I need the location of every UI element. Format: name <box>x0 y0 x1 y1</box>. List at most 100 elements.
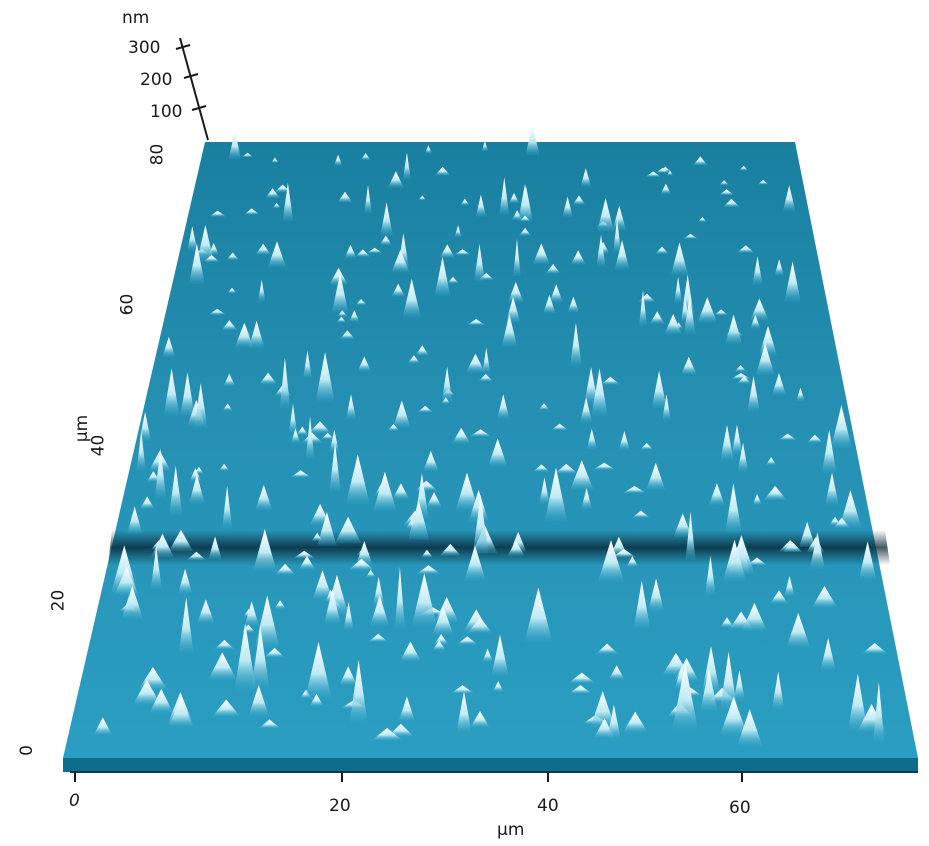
surface-peak <box>719 696 748 737</box>
surface-peak <box>267 241 287 268</box>
surface-peak <box>752 256 763 285</box>
surface-peak <box>244 601 259 627</box>
surface-peak <box>660 183 672 195</box>
surface-peak <box>774 259 784 276</box>
surface-peak <box>722 198 740 208</box>
surface-peak <box>222 485 233 529</box>
surface-peak <box>821 429 837 474</box>
surface-peak <box>720 425 734 461</box>
surface-peak <box>339 666 358 686</box>
x-tick-0: 0 <box>69 791 80 811</box>
surface-peak <box>730 373 752 380</box>
surface-peak <box>255 243 271 255</box>
surface-peak <box>784 261 801 302</box>
surface-peak <box>763 485 787 501</box>
surface-peak <box>337 310 348 317</box>
surface-peak <box>722 539 747 582</box>
surface-peak <box>222 403 233 411</box>
surface-peak <box>329 268 349 285</box>
surface-peak <box>640 443 654 450</box>
surface-peak <box>597 198 614 232</box>
surface-peak <box>737 442 749 472</box>
surface-peak <box>321 432 335 440</box>
surface-peak <box>525 125 540 156</box>
surface-peak <box>517 184 533 222</box>
surface-peak <box>809 532 825 570</box>
surface-peak <box>139 496 155 509</box>
surface-peak <box>839 490 862 528</box>
surface-peak <box>432 606 454 636</box>
surface-peak <box>782 541 802 552</box>
surface-peak <box>456 636 478 645</box>
surface-peak <box>466 353 485 373</box>
surface-peak <box>736 245 755 253</box>
surface-peak <box>196 224 214 262</box>
surface-peak <box>464 545 486 581</box>
surface-peak <box>639 290 647 327</box>
surface-peak <box>371 728 403 741</box>
surface-peak <box>187 226 198 251</box>
surface-peak <box>329 429 340 453</box>
surface-peak <box>600 376 621 385</box>
surface-peak <box>244 208 260 215</box>
surface-peak <box>487 438 508 468</box>
surface-peak <box>606 704 621 740</box>
surface-peak <box>655 167 670 173</box>
surface-peak <box>757 179 769 185</box>
surface-peak <box>799 521 816 547</box>
y-tick-0: 0 <box>16 745 37 756</box>
x-tick-40: 40 <box>537 796 559 816</box>
x-axis-unit: µm <box>497 820 525 840</box>
surface-peak <box>189 468 202 482</box>
surface-peak <box>568 672 596 684</box>
surface-peak <box>387 723 415 737</box>
surface-peak <box>482 140 488 152</box>
surface-peak <box>162 336 176 357</box>
surface-peak <box>194 383 208 429</box>
surface-peak <box>631 510 651 518</box>
surface-peak <box>519 215 531 222</box>
surface-peak <box>399 641 422 662</box>
surface-peak <box>336 316 347 323</box>
surface-peak <box>241 152 254 158</box>
surface-peak <box>234 323 254 348</box>
surface-peak <box>391 283 405 297</box>
surface-peak <box>379 235 392 245</box>
surface-peak <box>309 693 324 707</box>
surface-peak <box>370 595 390 627</box>
surface-peak <box>208 308 227 315</box>
surface-peak <box>597 539 625 583</box>
surface-peak <box>426 492 442 508</box>
surface-peak <box>507 540 525 556</box>
surface-peak <box>178 597 194 655</box>
surface-front-edge <box>63 758 918 772</box>
surface-peak <box>664 313 682 335</box>
surface-peak <box>544 467 568 522</box>
surface-peak <box>274 563 296 575</box>
surface-peak <box>303 350 312 378</box>
surface-peak <box>750 298 769 321</box>
surface-peak <box>719 651 738 711</box>
surface-peak <box>274 600 286 610</box>
surface-peak <box>455 472 479 512</box>
surface-peak <box>432 640 446 651</box>
surface-peak <box>666 170 673 176</box>
surface-peak <box>719 180 729 186</box>
surface-peak <box>394 567 406 630</box>
surface-peak <box>708 483 725 506</box>
surface-peak <box>416 565 441 575</box>
surface-peak <box>418 195 427 201</box>
surface-peak <box>121 586 144 620</box>
surface-peak <box>549 284 563 303</box>
surface-peak <box>226 252 239 260</box>
surface-peak <box>681 356 697 375</box>
surface-peak <box>223 373 236 387</box>
surface-peak <box>335 516 362 544</box>
surface-peak <box>765 457 777 466</box>
surface-peak <box>468 489 489 522</box>
surface-peak <box>189 243 205 285</box>
surface-peak <box>466 319 486 326</box>
surface-peak <box>482 347 491 374</box>
surface-peak <box>725 483 742 533</box>
